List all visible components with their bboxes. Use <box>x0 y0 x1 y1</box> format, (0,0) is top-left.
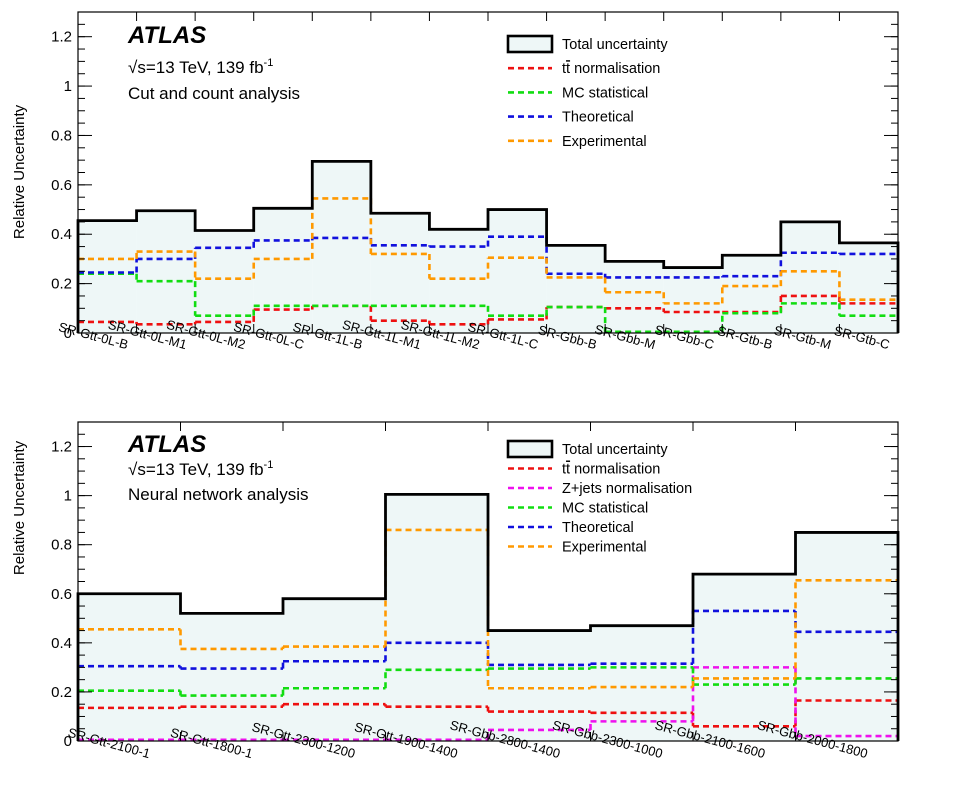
y-tick-label: 0.4 <box>51 226 72 243</box>
legend-label-4: Theoretical <box>562 520 634 536</box>
total-uncertainty-bar <box>546 245 606 333</box>
y-tick-label: 0.2 <box>51 276 72 293</box>
total-uncertainty-bar <box>795 532 898 741</box>
total-uncertainty-bar <box>253 208 313 333</box>
total-uncertainty-bar <box>605 261 664 333</box>
legend-label-2: Z+jets normalisation <box>562 481 692 497</box>
legend-label-4: Experimental <box>562 134 647 150</box>
total-uncertainty-bar <box>385 494 488 741</box>
y-tick-label: 0.8 <box>51 537 72 554</box>
y-tick-label: 1.2 <box>51 439 72 456</box>
y-tick-label: 1 <box>64 488 72 505</box>
legend-label-0: Total uncertainty <box>562 37 668 53</box>
total-uncertainty-bar <box>78 220 137 333</box>
y-tick-label: 1 <box>64 78 72 95</box>
chart-panel-2: 00.20.40.60.811.2SR-Gtt-2100-1 SR-Gtt-180… <box>11 421 900 761</box>
legend-swatch-total <box>506 34 554 54</box>
total-uncertainty-bar <box>722 255 781 333</box>
analysis-label: Cut and count analysis <box>128 84 300 103</box>
y-axis-label: Relative Uncertainty <box>11 440 28 575</box>
y-tick-label: 0.2 <box>51 684 72 701</box>
energy-lumi-label: √s=13 TeV, 139 fb-1 <box>128 57 273 77</box>
total-uncertainty-bar <box>180 613 283 741</box>
y-tick-label: 1.2 <box>51 29 72 46</box>
chart-panel-1: 00.20.40.60.811.2SR-Gtt-0L-BSR-Gtt-0L-M1… <box>11 11 900 352</box>
legend-label-1: tt normalisation <box>562 61 660 77</box>
y-tick-label: 0 <box>64 733 72 750</box>
total-uncertainty-bar <box>312 161 371 333</box>
y-axis-label: Relative Uncertainty <box>11 104 28 239</box>
total-uncertainty-bar <box>488 630 591 741</box>
legend-label-1: tt normalisation <box>562 462 660 478</box>
atlas-label: ATLAS <box>127 22 206 49</box>
atlas-label: ATLAS <box>127 431 206 458</box>
total-uncertainty-bar <box>195 230 254 333</box>
analysis-label: Neural network analysis <box>128 485 308 504</box>
total-uncertainty-bar <box>839 242 898 333</box>
total-uncertainty-bar <box>429 229 488 333</box>
total-uncertainty-bar <box>488 209 547 333</box>
total-uncertainty-bar <box>780 221 840 333</box>
legend-label-0: Total uncertainty <box>562 442 668 458</box>
energy-lumi-label: √s=13 TeV, 139 fb-1 <box>128 459 273 479</box>
legend-label-3: MC statistical <box>562 501 648 517</box>
total-uncertainty-bar <box>283 598 386 741</box>
total-uncertainty-outline <box>76 159 900 333</box>
legend-label-2: MC statistical <box>562 85 648 101</box>
total-uncertainty-bar <box>693 574 796 741</box>
total-uncertainty-bar <box>136 210 196 333</box>
legend-label-3: Theoretical <box>562 110 634 126</box>
legend-swatch-total <box>506 439 554 459</box>
total-uncertainty-bar <box>370 213 430 333</box>
total-uncertainty-outline <box>76 492 900 741</box>
y-tick-label: 0.8 <box>51 127 72 144</box>
y-tick-label: 0 <box>64 325 72 342</box>
y-tick-label: 0.6 <box>51 177 72 194</box>
y-tick-label: 0.4 <box>51 635 72 652</box>
y-tick-label: 0.6 <box>51 586 72 603</box>
total-uncertainty-bar <box>663 267 723 333</box>
legend-label-5: Experimental <box>562 540 647 556</box>
